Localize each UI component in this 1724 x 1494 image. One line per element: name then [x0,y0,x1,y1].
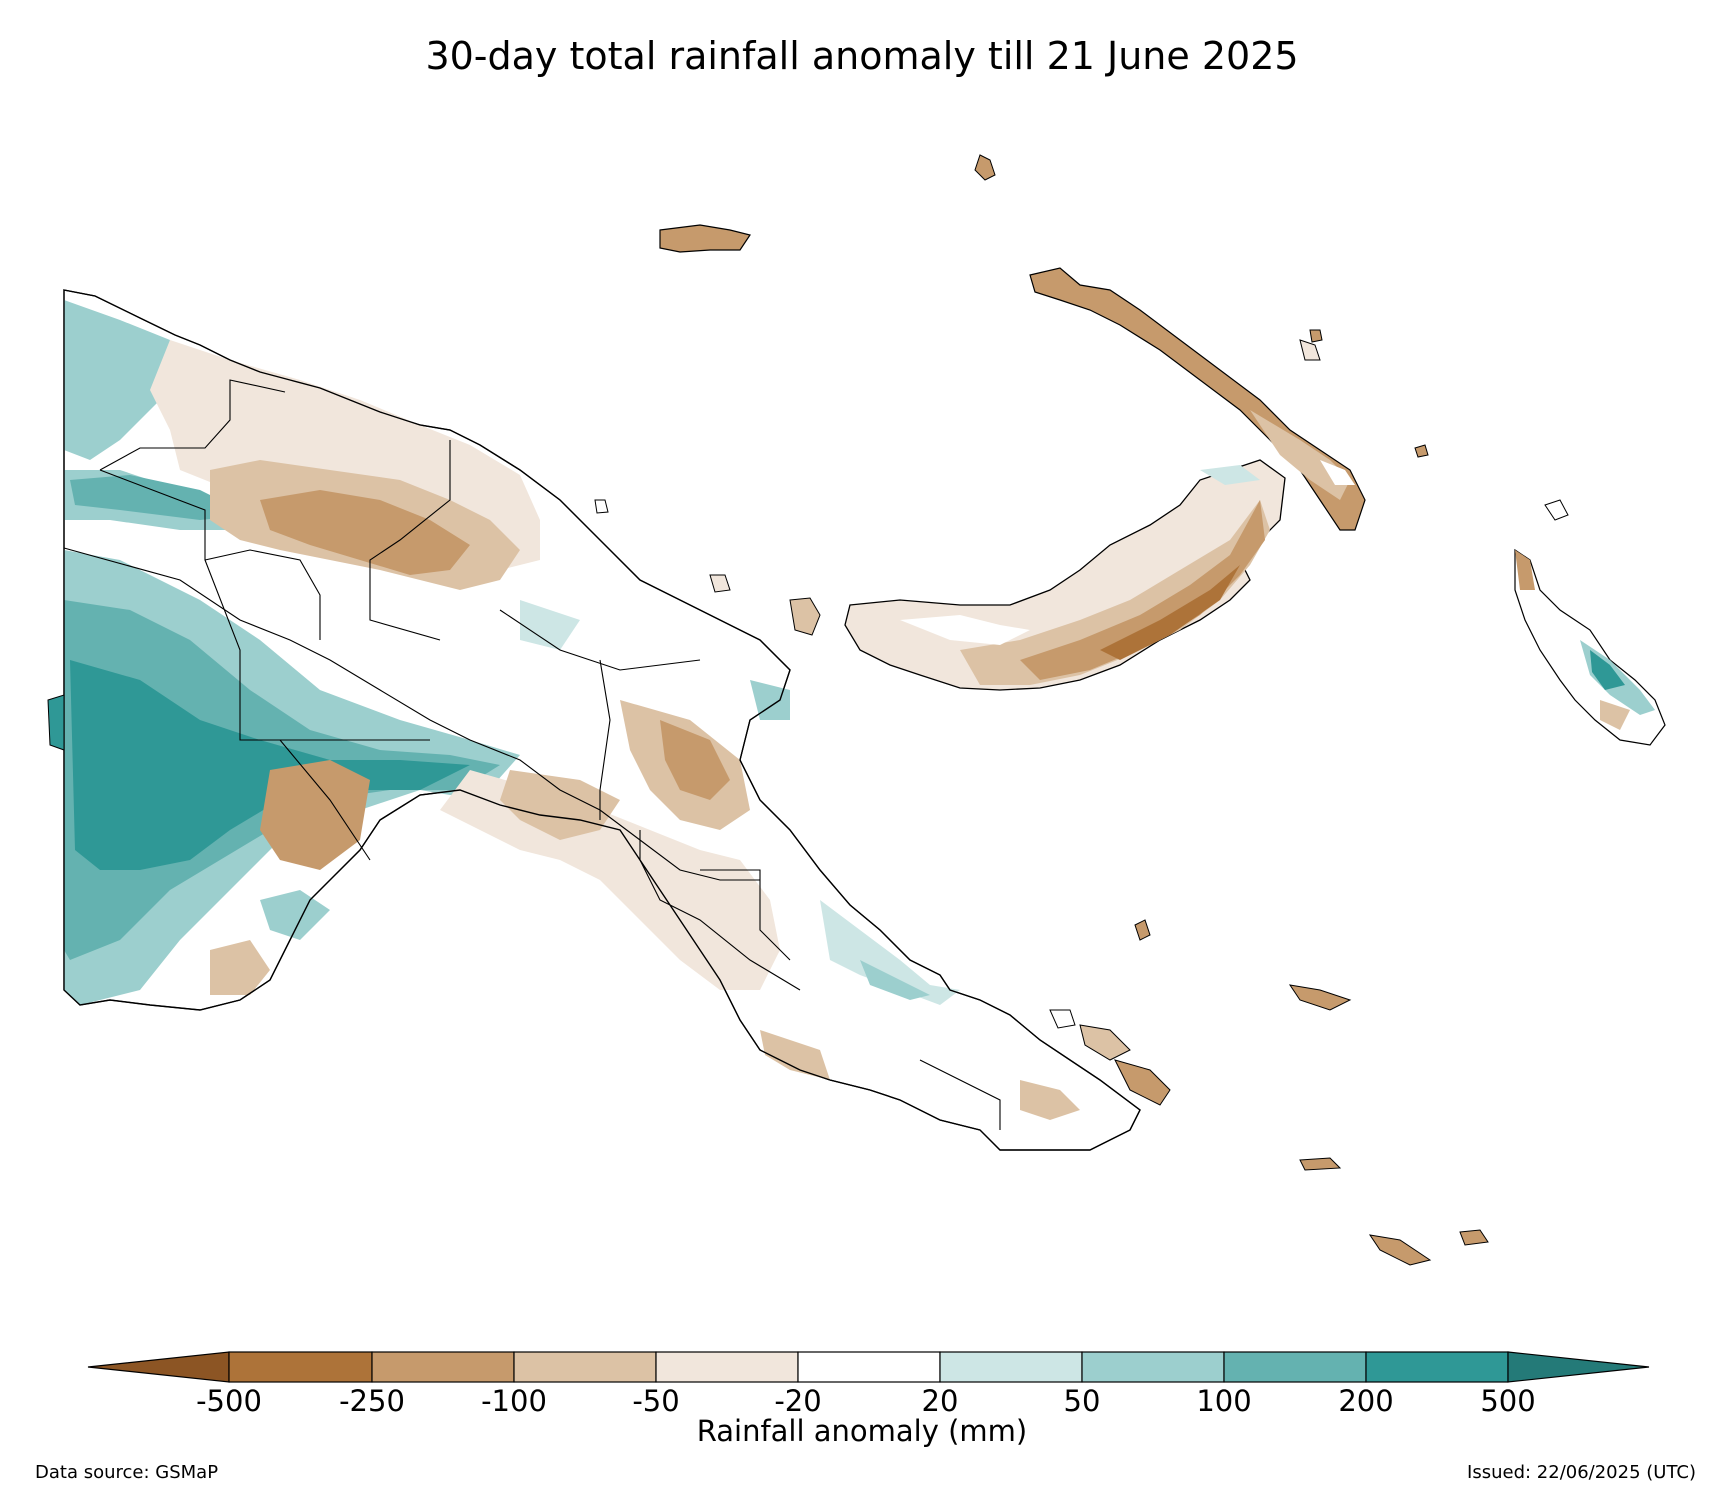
colorbar-tick: 200 [1338,1384,1394,1418]
colorbar-bin-20-50 [939,1351,1083,1383]
colorbar-bin-neg50-neg20 [655,1351,799,1383]
colorbar-extend-high [1507,1351,1650,1383]
colorbar-bin-100-200 [1223,1351,1367,1383]
colorbar-tick: -50 [632,1384,680,1418]
minor-islands [47,154,1569,1266]
colorbar-tick: 20 [921,1384,959,1418]
colorbar-tick: 500 [1480,1384,1536,1418]
colorbar-bin-neg250-neg100 [371,1351,515,1383]
colorbar-tick: -100 [481,1384,547,1418]
colorbar-label: Rainfall anomaly (mm) [696,1414,1028,1448]
colorbar-tick: 50 [1063,1384,1101,1418]
mainland-coastline [63,289,1141,1151]
map-title: 30-day total rainfall anomaly till 21 Ju… [425,34,1299,78]
province-boundaries [63,379,1001,1130]
issued-date-note: Issued: 22/06/2025 (UTC) [1467,1462,1696,1483]
manus-island [659,224,751,253]
colorbar-extend-low [87,1351,230,1383]
colorbar-tick: -20 [774,1384,822,1418]
colorbar-bin-neg500-neg250 [228,1351,373,1383]
colorbar-tick: -500 [196,1384,262,1418]
colorbar-tick: -250 [339,1384,405,1418]
new-ireland-island [1029,267,1366,531]
colorbar-bin-50-100 [1081,1351,1225,1383]
data-source-note: Data source: GSMaP [35,1462,219,1483]
new-britain-island [844,459,1286,691]
colorbar [87,1351,1650,1383]
rainfall-anomaly-map [47,154,1666,1266]
colorbar-bin-neg100-neg50 [513,1351,657,1383]
colorbar-tick: 100 [1196,1384,1252,1418]
colorbar-bin-200-500 [1365,1351,1509,1383]
bougainville-island [1514,548,1666,746]
colorbar-bin-neutral [797,1351,941,1383]
